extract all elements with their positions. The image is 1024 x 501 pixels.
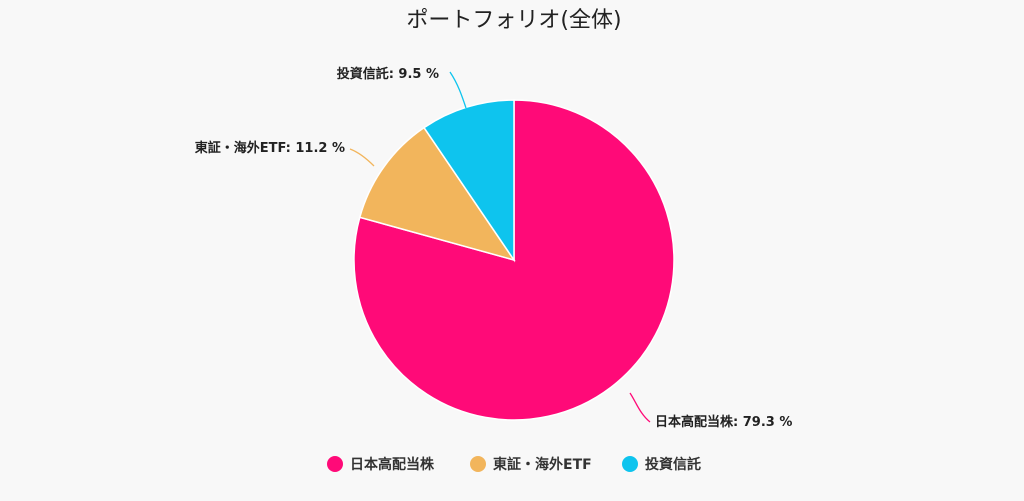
pie-slice-2[interactable] <box>423 99 515 263</box>
legend-label-0: 日本高配当株 <box>350 456 435 473</box>
pie-slice-1[interactable] <box>358 126 516 262</box>
data-label-slice-0: 日本高配当株: 79.3 % <box>655 414 792 430</box>
leader-line-2 <box>449 71 467 109</box>
leader-line-0 <box>629 392 651 423</box>
legend-marker-0 <box>327 456 343 472</box>
pie-slice-0[interactable] <box>353 99 675 421</box>
data-label-slice-2: 投資信託: 9.5 % <box>337 66 439 82</box>
legend-item-0[interactable]: 日本高配当株 <box>327 456 435 473</box>
legend-label-1: 東証・海外ETF <box>493 456 592 473</box>
legend-item-1[interactable]: 東証・海外ETF <box>470 456 592 473</box>
legend: 日本高配当株 東証・海外ETF 投資信託 <box>327 456 701 473</box>
legend-marker-2 <box>622 456 638 472</box>
data-label-leaders <box>349 71 651 423</box>
legend-item-2[interactable]: 投資信託 <box>622 456 701 473</box>
pie-slices <box>353 99 675 421</box>
leader-line-1 <box>349 148 375 167</box>
legend-marker-1 <box>470 456 486 472</box>
data-label-slice-1: 東証・海外ETF: 11.2 % <box>195 140 345 156</box>
legend-label-2: 投資信託 <box>645 456 701 473</box>
chart-title: ポートフォリオ(全体) <box>406 8 621 33</box>
